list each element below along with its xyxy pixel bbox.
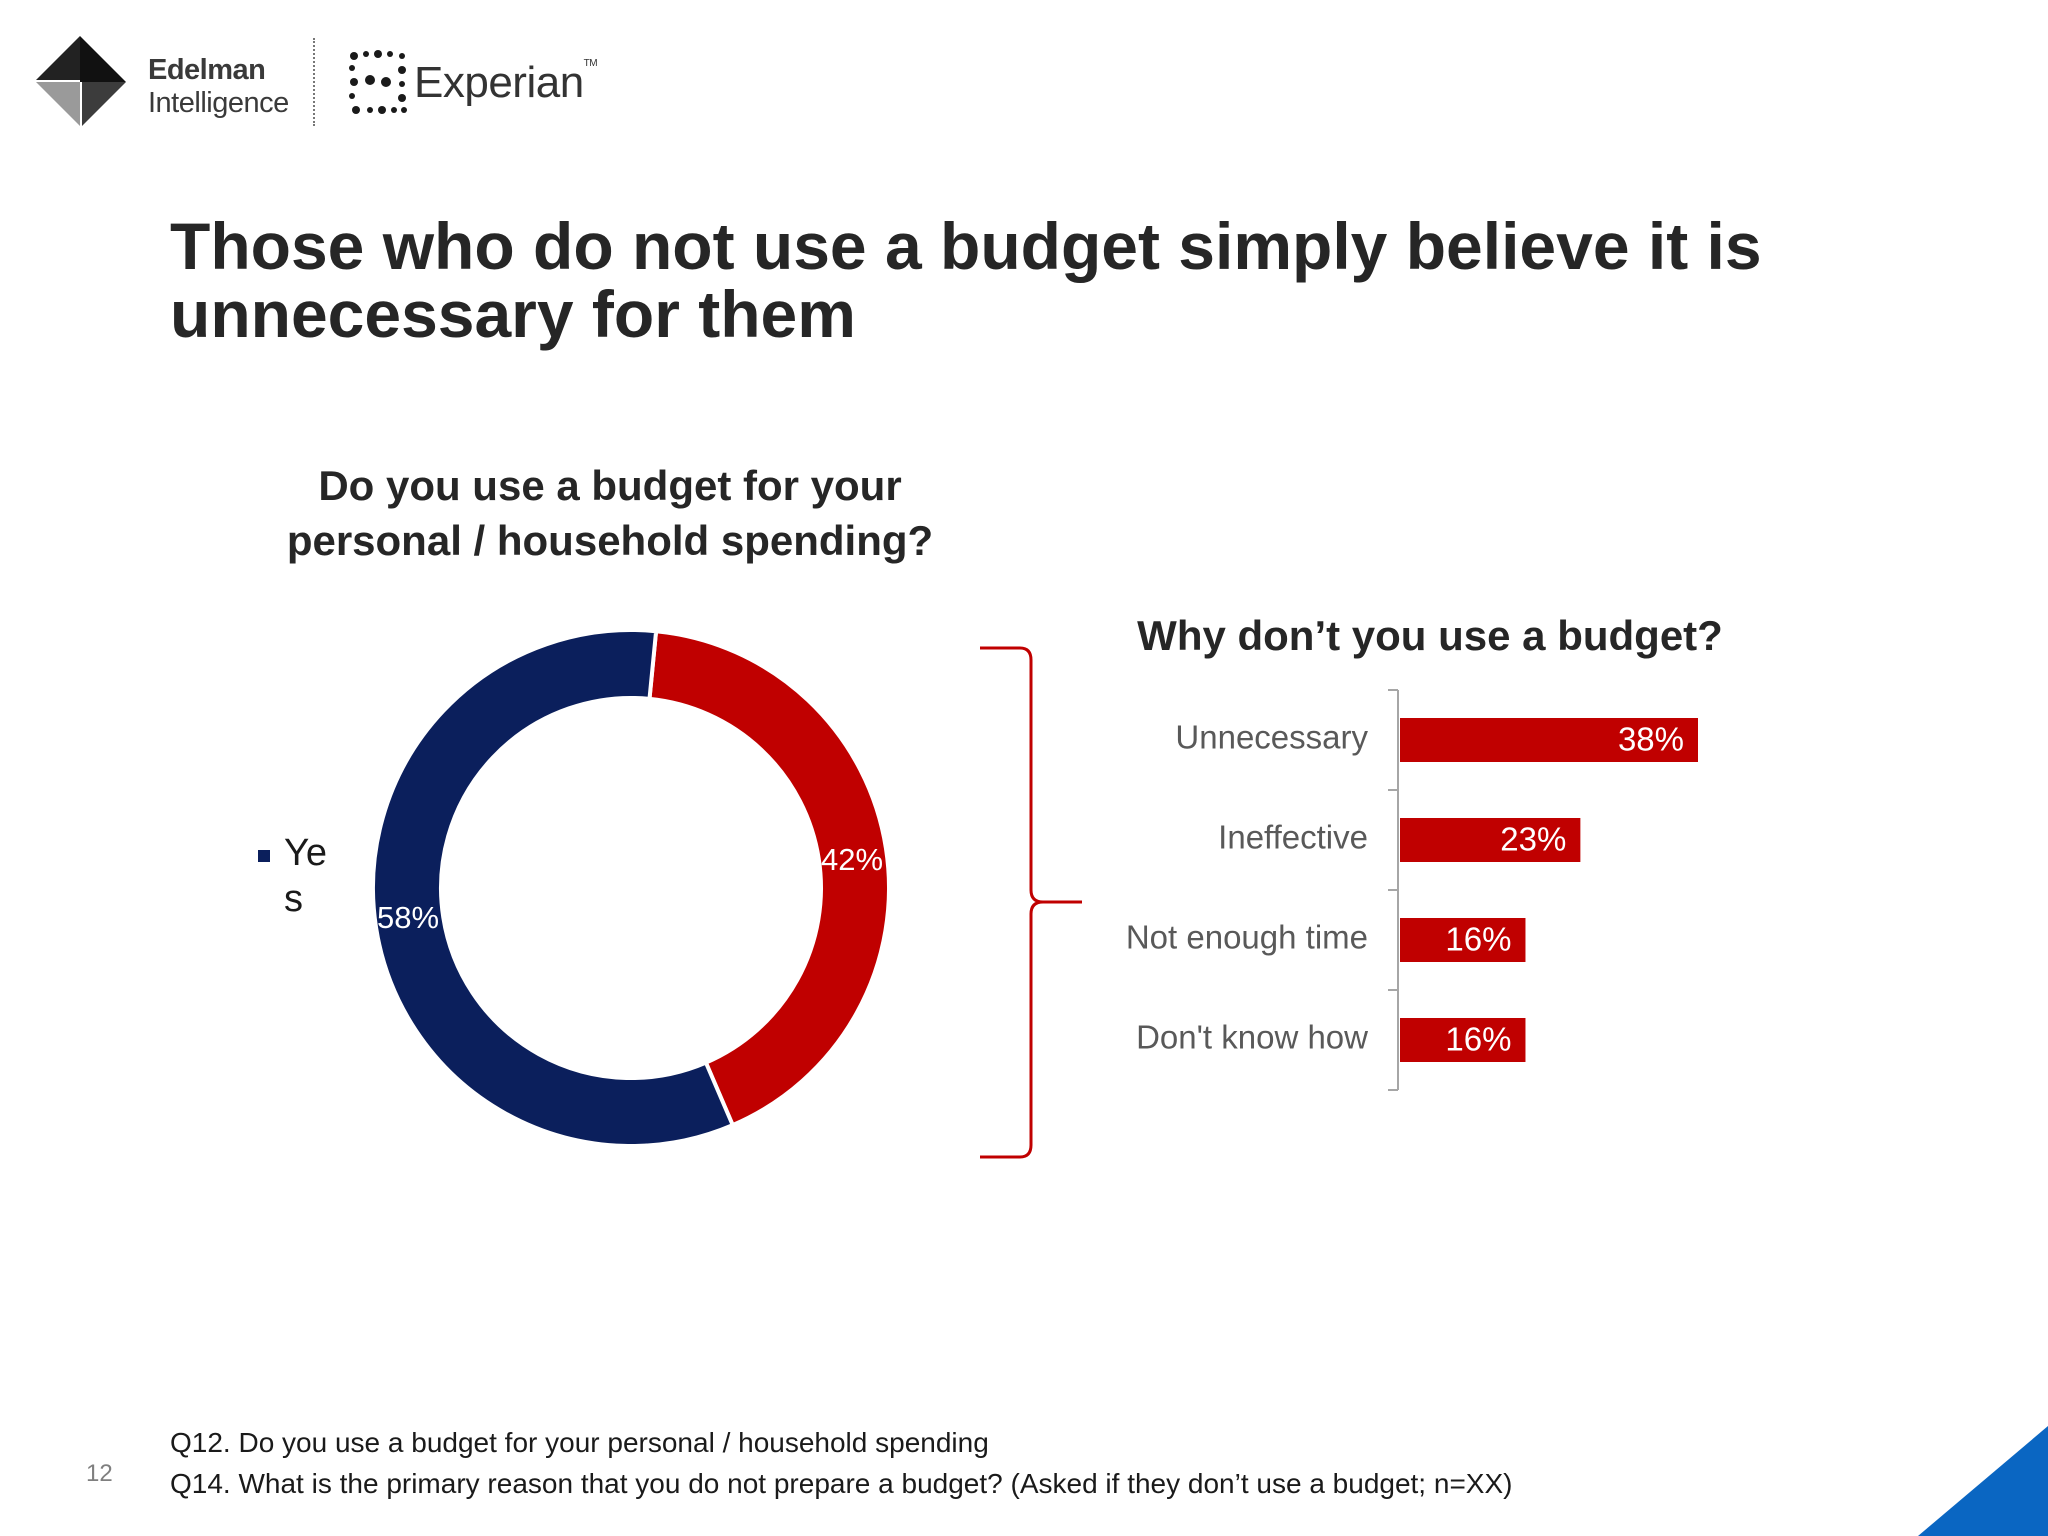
footnote-q12: Q12. Do you use a budget for your person… bbox=[170, 1427, 989, 1458]
bar-data-label: 38% bbox=[1618, 721, 1684, 758]
footer-notes: Q12. Do you use a budget for your person… bbox=[170, 1422, 1512, 1504]
donut-chart-title: Do you use a budget for your personal / … bbox=[286, 462, 934, 564]
edelman-wordmark: Edelman bbox=[148, 54, 266, 86]
bar-category-label: Don't know how bbox=[1136, 1019, 1368, 1056]
donut-slice-no bbox=[647, 629, 891, 1128]
bar-category-label: Ineffective bbox=[1218, 819, 1368, 856]
legend-swatch-yes bbox=[258, 850, 270, 862]
experian-dots-icon bbox=[349, 50, 407, 114]
bar-chart-title: Why don’t you use a budget? bbox=[1137, 612, 1723, 659]
donut-slice-yes bbox=[371, 628, 736, 1148]
legend-label-yes: Yes bbox=[284, 832, 327, 920]
edelman-intelligence-logo: Edelman Intelligence bbox=[36, 36, 296, 136]
experian-wordmark: Experian bbox=[414, 58, 584, 107]
footnote-q14: Q14. What is the primary reason that you… bbox=[170, 1468, 1513, 1499]
bar-category-label: Unnecessary bbox=[1175, 719, 1368, 756]
bar-ineffective bbox=[1400, 818, 1581, 862]
experian-logo: ExperianTM bbox=[346, 48, 606, 118]
bar-data-label: 16% bbox=[1445, 921, 1511, 958]
page-number: 12 bbox=[86, 1460, 113, 1487]
intelligence-wordmark: Intelligence bbox=[148, 87, 289, 119]
bar-data-label: 23% bbox=[1500, 821, 1566, 858]
bar-not-enough-time bbox=[1400, 918, 1526, 962]
edelman-mark-icon bbox=[36, 36, 126, 126]
slide-headline: Those who do not use a budget simply bel… bbox=[170, 209, 1762, 351]
logo-divider bbox=[313, 38, 315, 126]
bracket-connector bbox=[980, 646, 1082, 1159]
bar-category-label: Not enough time bbox=[1126, 919, 1368, 956]
corner-triangle-decoration bbox=[1918, 1426, 2048, 1536]
donut-data-label-yes: 58% bbox=[377, 900, 439, 935]
bar-unnecessary bbox=[1400, 718, 1698, 762]
donut-data-label-no: 42% bbox=[821, 842, 883, 877]
bar-don-t-know-how bbox=[1400, 1018, 1526, 1062]
bar-data-label: 16% bbox=[1445, 1021, 1511, 1058]
